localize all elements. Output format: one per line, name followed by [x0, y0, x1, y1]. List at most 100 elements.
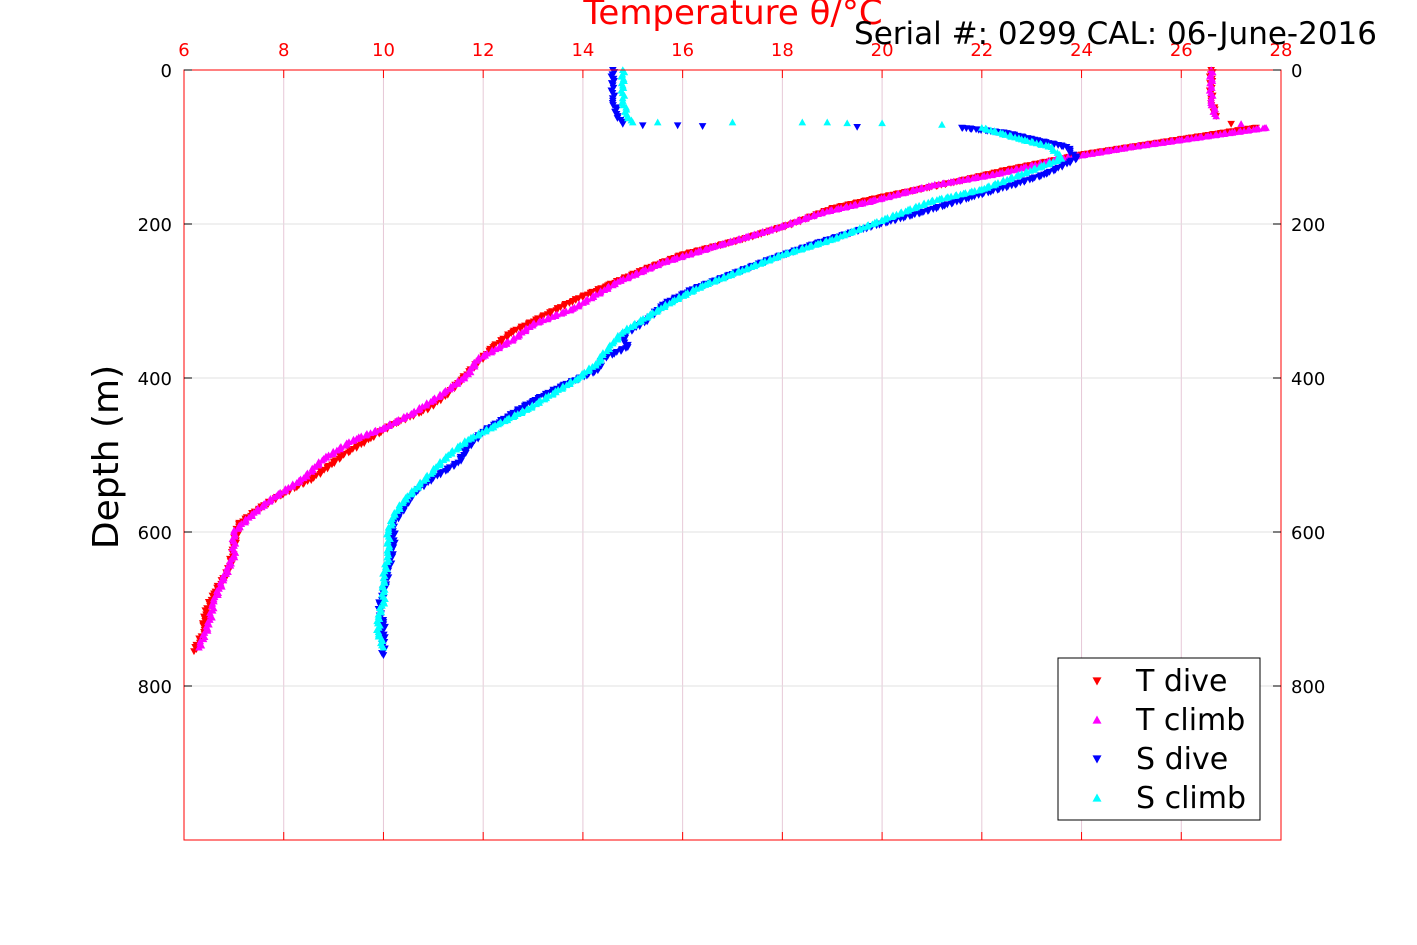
chart-title: Temperature θ/°C [582, 0, 882, 33]
y-tick-label-left: 400 [138, 369, 172, 390]
data-point [728, 118, 737, 126]
data-point [877, 217, 886, 224]
data-point [865, 198, 874, 205]
y-tick-label-right: 600 [1291, 523, 1325, 544]
data-point [487, 424, 495, 432]
data-point [609, 281, 617, 289]
y-tick-label-right: 200 [1291, 215, 1325, 236]
data-point [379, 652, 388, 659]
x-tick-label: 18 [771, 40, 794, 61]
data-point [635, 318, 643, 326]
x-tick-label: 24 [1070, 40, 1093, 61]
data-point [1044, 160, 1053, 168]
data-point [234, 524, 242, 532]
data-point [379, 643, 388, 651]
legend-marker [1092, 677, 1102, 686]
data-point [540, 395, 549, 403]
data-point [733, 268, 742, 276]
x-tick-label: 14 [571, 40, 594, 61]
data-point [643, 313, 652, 321]
x-tick-label: 6 [178, 40, 189, 61]
data-point [716, 241, 724, 249]
data-point [989, 181, 998, 189]
data-point [1026, 162, 1035, 170]
data-point [978, 172, 987, 180]
data-point [1237, 120, 1245, 127]
data-points [190, 66, 1270, 659]
data-point [1012, 172, 1021, 180]
data-point [452, 445, 461, 453]
x-tick-label: 28 [1270, 40, 1293, 61]
data-point [966, 188, 974, 196]
data-point [1066, 149, 1074, 157]
data-point [677, 253, 686, 261]
x-tick-label: 10 [372, 40, 395, 61]
data-point [938, 120, 946, 128]
data-point [508, 336, 517, 344]
data-point [646, 264, 654, 272]
data-point [596, 289, 604, 297]
x-tick-label: 26 [1170, 40, 1193, 61]
data-point [756, 259, 765, 267]
y-tick-label-right: 800 [1291, 677, 1325, 698]
data-point [427, 470, 435, 477]
data-point [501, 417, 509, 425]
chart-subtitle: Serial #: 0299 CAL: 06-June-2016 [854, 16, 1377, 52]
data-point [460, 440, 469, 447]
data-point [638, 122, 647, 130]
data-point [875, 195, 884, 203]
data-point [668, 256, 677, 263]
data-point [361, 431, 370, 439]
data-point [832, 205, 841, 213]
data-point [613, 335, 622, 343]
data-point [772, 224, 781, 232]
y-tick-label-right: 400 [1291, 369, 1325, 390]
data-point [954, 177, 962, 185]
data-point [679, 292, 688, 299]
data-point [407, 490, 416, 498]
data-point [748, 231, 757, 239]
data-point [349, 437, 357, 444]
data-point [1102, 147, 1111, 155]
x-tick-label: 20 [871, 40, 894, 61]
legend-label: T dive [1135, 664, 1227, 699]
data-point [701, 245, 709, 253]
data-point [307, 467, 316, 475]
y-tick-label-right: 0 [1291, 61, 1302, 82]
data-point [195, 643, 203, 651]
data-point [823, 118, 832, 126]
data-point [390, 419, 398, 426]
data-point [341, 441, 349, 449]
legend: T dive T climb S dive S climb [1057, 657, 1261, 821]
data-point [557, 309, 566, 317]
data-point [788, 248, 796, 256]
data-point [853, 123, 861, 131]
y-tick-label-left: 600 [138, 523, 172, 544]
data-point [467, 442, 476, 450]
data-point [473, 431, 482, 439]
data-point [637, 268, 645, 276]
legend-label: T climb [1135, 703, 1245, 738]
data-point [800, 215, 808, 223]
data-point [1003, 168, 1011, 175]
data-point [910, 204, 919, 212]
plot-frame [183, 69, 1282, 841]
data-point [487, 348, 496, 356]
data-point [653, 118, 662, 126]
data-point [241, 518, 250, 526]
y-tick-label-left: 0 [161, 61, 172, 82]
data-point [908, 187, 916, 195]
data-point [1049, 147, 1058, 154]
data-point [265, 497, 274, 505]
data-point [878, 119, 886, 127]
data-point [613, 115, 622, 122]
data-point [571, 376, 579, 384]
data-point [509, 413, 518, 421]
data-point [628, 118, 637, 126]
data-point [653, 307, 661, 315]
data-point [500, 341, 508, 348]
data-point [1078, 151, 1087, 159]
legend-label: S climb [1136, 781, 1246, 816]
x-tick-label: 16 [671, 40, 694, 61]
data-point [843, 119, 851, 127]
